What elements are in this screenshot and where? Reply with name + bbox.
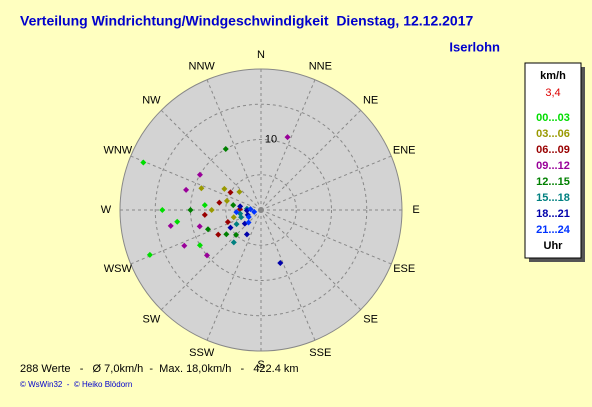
direction-label: ESE xyxy=(393,263,415,275)
direction-label: SSW xyxy=(189,347,215,359)
ring-label: 10 xyxy=(265,133,277,145)
direction-label: NE xyxy=(363,94,378,106)
direction-label: SW xyxy=(143,314,161,326)
point xyxy=(196,242,203,249)
direction-label: NW xyxy=(142,94,161,106)
legend-entry: 12...15 xyxy=(536,176,570,188)
point xyxy=(284,134,291,141)
point xyxy=(223,197,230,204)
point xyxy=(247,206,254,213)
legend-entry: 09...12 xyxy=(536,160,570,172)
footer-stats: 288 Werte - Ø 7,0km/h - Max. 18,0km/h - … xyxy=(20,363,299,375)
legend-entry: 15...18 xyxy=(536,192,570,204)
direction-label: ENE xyxy=(393,145,416,157)
point xyxy=(196,223,203,230)
legend-unit: km/h xyxy=(540,70,566,82)
point xyxy=(245,214,252,221)
point xyxy=(233,221,240,228)
legend-entry: 00...03 xyxy=(536,112,570,124)
legend-box xyxy=(524,62,582,259)
point xyxy=(221,185,228,192)
point xyxy=(183,186,190,193)
point xyxy=(146,251,153,258)
point xyxy=(140,159,147,166)
point xyxy=(223,231,230,238)
point xyxy=(251,208,258,215)
direction-label: WSW xyxy=(104,263,133,275)
point xyxy=(208,207,215,213)
point xyxy=(198,185,205,192)
point xyxy=(227,224,234,231)
direction-label: NNW xyxy=(189,61,216,73)
point xyxy=(245,219,252,226)
ring xyxy=(225,174,297,246)
point xyxy=(230,214,237,221)
direction-label: N xyxy=(257,49,265,61)
point xyxy=(243,231,250,238)
direction-label: SSE xyxy=(309,347,331,359)
legend-entry: 03...06 xyxy=(536,128,570,140)
legend-footer: Uhr xyxy=(544,240,564,252)
point xyxy=(167,222,174,229)
point xyxy=(159,207,166,213)
footer-credits: © WsWin32 - © Heiko Blödorn xyxy=(20,380,132,389)
ring xyxy=(154,103,368,317)
direction-label: WNW xyxy=(103,145,132,157)
point xyxy=(181,242,188,249)
point xyxy=(205,226,212,233)
point xyxy=(203,252,210,259)
point xyxy=(233,209,240,216)
point xyxy=(224,219,231,226)
direction-label: NNE xyxy=(309,61,332,73)
point xyxy=(196,171,203,178)
chart-title: Verteilung Windrichtung/Windgeschwindigk… xyxy=(20,13,473,29)
point xyxy=(201,211,208,218)
point xyxy=(230,202,237,209)
point xyxy=(277,259,284,266)
point xyxy=(201,202,208,209)
legend-entry: 18...21 xyxy=(536,208,570,220)
direction-label: S xyxy=(257,359,264,371)
point xyxy=(238,214,245,221)
point xyxy=(222,145,229,152)
legend-entry: 06...09 xyxy=(536,144,570,156)
point xyxy=(230,239,237,246)
ring xyxy=(190,139,332,281)
direction-label: SE xyxy=(363,314,378,326)
point xyxy=(236,188,243,195)
direction-label: W xyxy=(101,204,112,216)
point xyxy=(187,207,194,213)
point xyxy=(227,189,234,196)
point xyxy=(216,199,223,206)
station: Iserlohn xyxy=(449,39,500,54)
legend-entry: 21...24 xyxy=(536,224,571,236)
legend-current: 3,4 xyxy=(545,87,560,99)
point xyxy=(174,218,181,225)
point xyxy=(237,203,244,210)
point xyxy=(215,231,222,238)
point xyxy=(233,231,240,238)
direction-label: E xyxy=(412,204,419,216)
